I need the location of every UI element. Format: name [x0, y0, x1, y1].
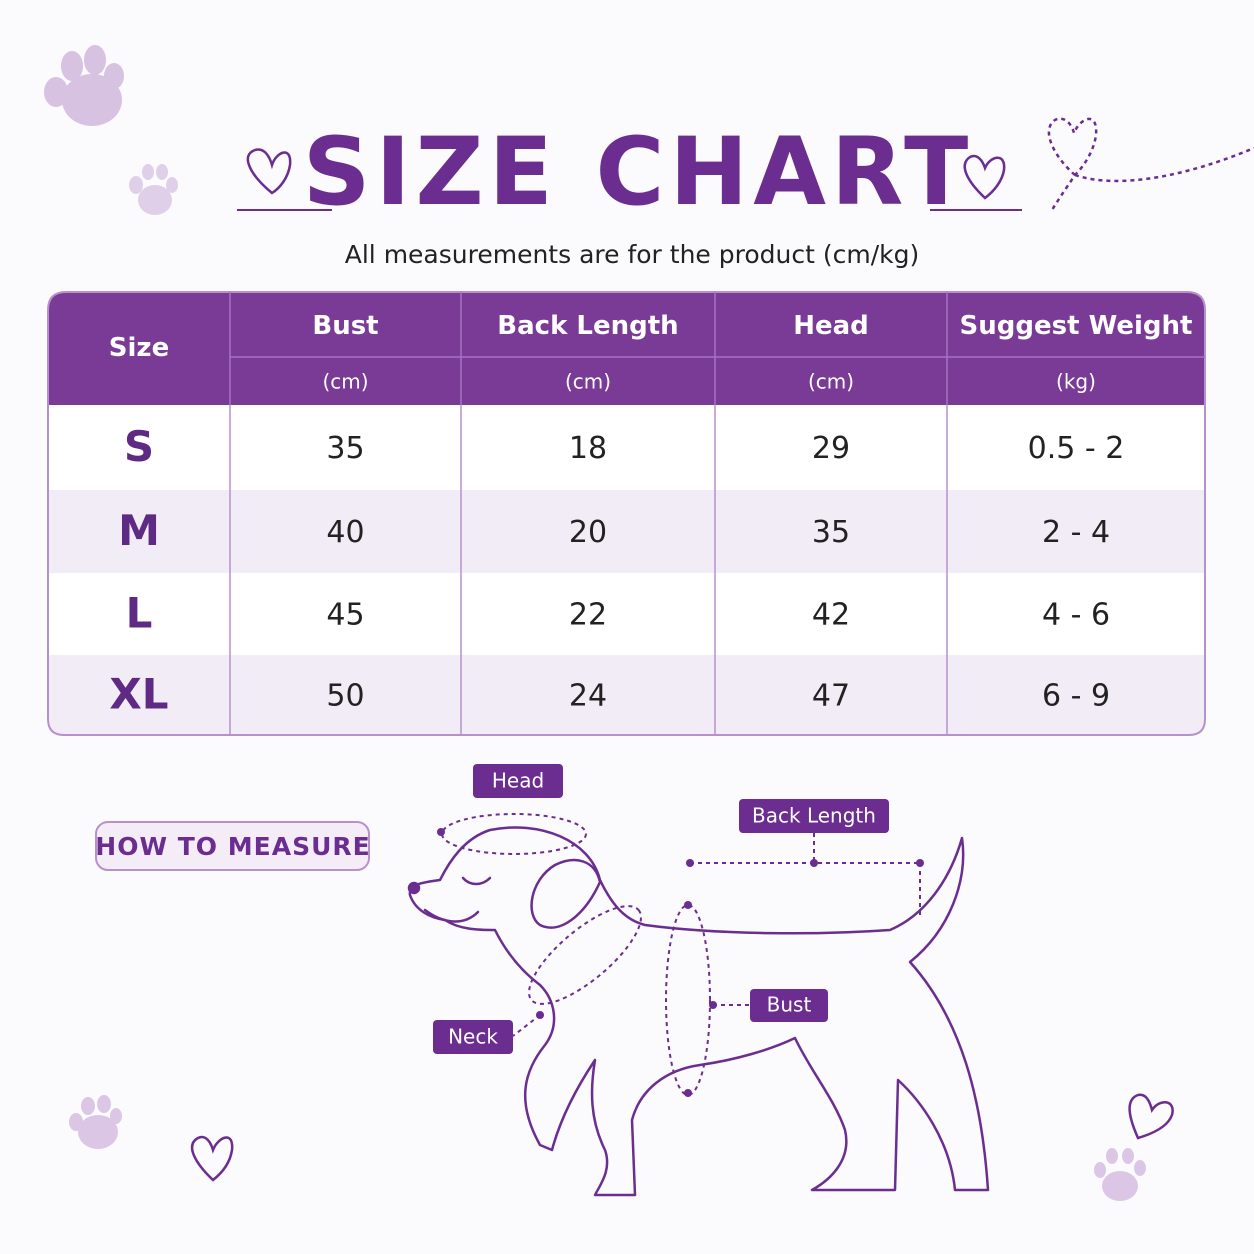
size-cell: S	[124, 422, 154, 471]
value-cell: 0.5 - 2	[1028, 431, 1125, 466]
table-row	[48, 405, 1205, 490]
column-unit: (cm)	[322, 370, 368, 394]
paw-decoration	[1094, 1148, 1146, 1201]
value-cell: 50	[326, 679, 364, 714]
paw-decoration	[69, 1095, 122, 1149]
value-cell: 2 - 4	[1042, 515, 1110, 550]
value-cell: 47	[812, 679, 850, 714]
label-tag	[739, 799, 889, 833]
label-tag	[473, 764, 563, 798]
label-tag	[750, 989, 828, 1022]
table-border	[47, 291, 1206, 736]
table-row	[48, 490, 1205, 573]
measure-guides	[441, 813, 921, 1096]
how-to-measure-badge	[95, 821, 370, 871]
value-cell: 42	[812, 598, 850, 633]
value-cell: 18	[569, 431, 607, 466]
value-cell: 20	[569, 515, 607, 550]
neck-label: Neck	[448, 1025, 498, 1049]
size-cell: M	[118, 506, 160, 555]
value-cell: 40	[326, 515, 364, 550]
table-row	[48, 573, 1205, 655]
value-cell: 22	[569, 598, 607, 633]
back-length-label: Back Length	[752, 804, 876, 828]
head-label: Head	[492, 769, 544, 793]
heart-decoration	[191, 117, 1254, 1182]
table-header	[48, 292, 1205, 405]
value-cell: 45	[326, 598, 364, 633]
paw-decoration	[44, 45, 124, 126]
column-unit: (cm)	[565, 370, 611, 394]
value-cell: 24	[569, 679, 607, 714]
column-header: Suggest Weight	[960, 311, 1193, 341]
value-cell: 35	[326, 431, 364, 466]
column-unit: (cm)	[808, 370, 854, 394]
value-cell: 6 - 9	[1042, 679, 1110, 714]
how-to-measure: HOW TO MEASURE	[95, 832, 370, 861]
size-table: S 35 18 29 0.5 - 2 M 40 20 35 2 - 4 L 45 22 42 4 - 6 XL…	[47, 291, 1206, 736]
bust-label: Bust	[767, 993, 812, 1017]
paw-decoration	[129, 164, 178, 215]
value-cell: 35	[812, 515, 850, 550]
column-header: Size	[109, 333, 169, 363]
subtitle: All measurements are for the product (cm…	[345, 240, 919, 269]
column-header: Head	[793, 311, 869, 341]
value-cell: 4 - 6	[1042, 598, 1110, 633]
table-row	[48, 655, 1205, 735]
label-tag	[433, 1020, 513, 1054]
size-cell: L	[126, 589, 153, 638]
dog-illustration	[407, 826, 990, 1197]
column-header: Back Length	[497, 311, 678, 341]
title: SIZE CHART	[303, 118, 973, 227]
size-cell: XL	[109, 670, 168, 719]
column-unit: (kg)	[1056, 370, 1096, 394]
value-cell: 29	[812, 431, 850, 466]
measure-points	[437, 828, 924, 1097]
column-header: Bust	[312, 311, 378, 341]
